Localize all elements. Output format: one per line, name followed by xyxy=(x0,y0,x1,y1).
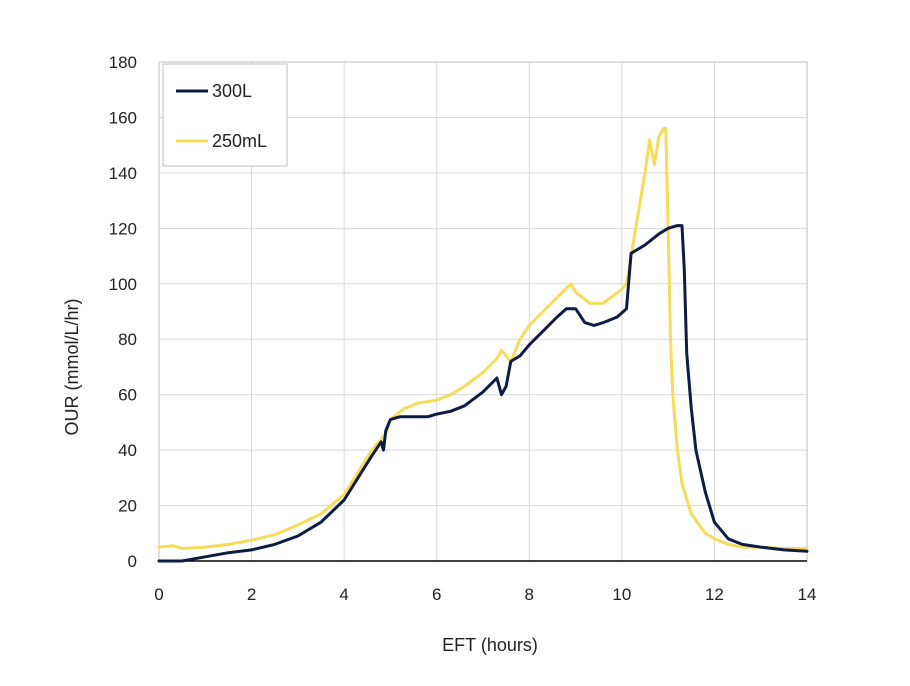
x-tick-label: 0 xyxy=(154,585,163,604)
y-tick-label: 40 xyxy=(118,441,137,460)
x-tick-label: 6 xyxy=(432,585,441,604)
y-tick-label: 100 xyxy=(109,275,137,294)
y-tick-label: 0 xyxy=(128,552,137,571)
legend-box xyxy=(162,63,288,167)
x-tick-label: 4 xyxy=(339,585,348,604)
y-tick-label: 140 xyxy=(109,164,137,183)
x-tick-label: 2 xyxy=(247,585,256,604)
y-tick-label: 20 xyxy=(118,497,137,516)
x-tick-labels: 0 2 4 6 8 10 12 14 xyxy=(154,585,816,604)
series-line-300L xyxy=(157,224,809,563)
legend-label-300L: 300L xyxy=(212,81,252,101)
x-tick-label: 10 xyxy=(612,585,631,604)
legend: 300L 250mL xyxy=(162,63,288,167)
y-tick-labels: 0 20 40 60 80 100 120 140 160 180 xyxy=(109,53,137,571)
y-tick-label: 160 xyxy=(109,108,137,127)
x-tick-label: 14 xyxy=(798,585,817,604)
series-line-250mL xyxy=(157,127,809,550)
y-tick-label: 80 xyxy=(118,330,137,349)
y-tick-label: 120 xyxy=(109,219,137,238)
legend-label-250mL: 250mL xyxy=(212,131,267,151)
y-tick-label: 60 xyxy=(118,386,137,405)
series-layer xyxy=(157,127,809,563)
x-tick-label: 8 xyxy=(525,585,534,604)
x-axis-title: EFT (hours) xyxy=(442,635,538,655)
y-tick-label: 180 xyxy=(109,53,137,72)
x-tick-label: 12 xyxy=(705,585,724,604)
y-axis-title: OUR (mmol/L/hr) xyxy=(62,298,82,435)
